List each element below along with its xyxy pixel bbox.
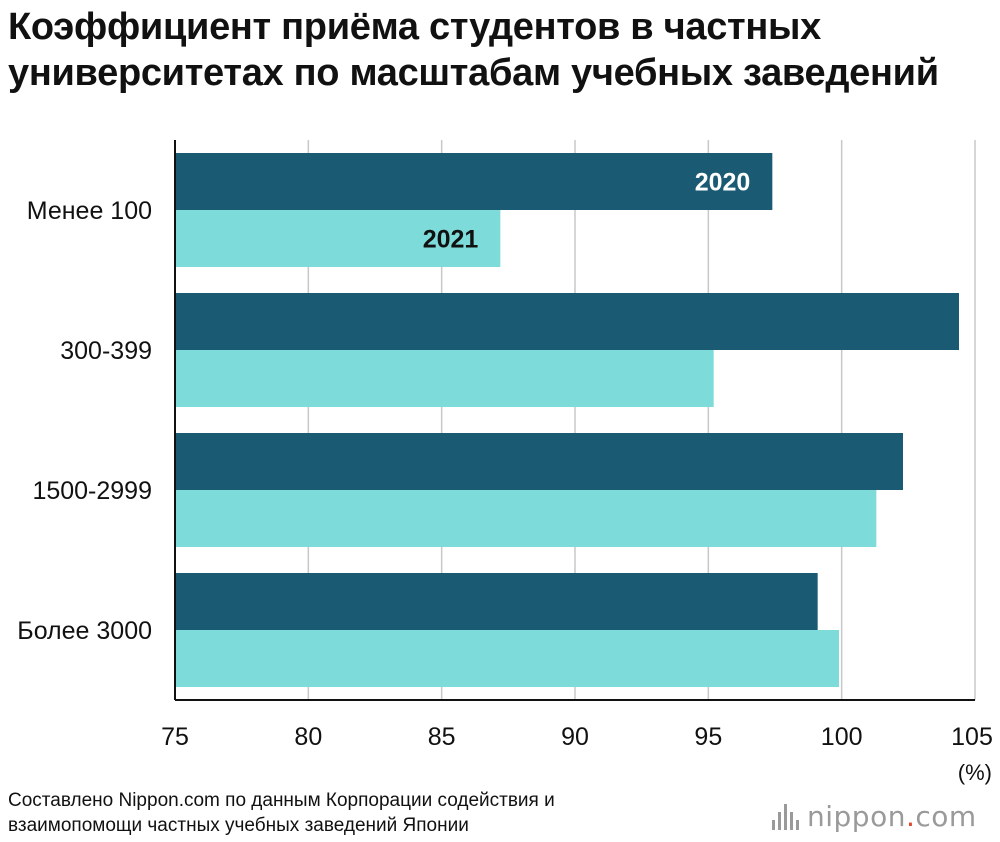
bar-2020-3 [175, 433, 903, 490]
bar-2020-2 [175, 293, 959, 350]
bar-2021-4 [175, 630, 839, 687]
x-tick-label-100: 100 [821, 723, 863, 751]
unit-label: (%) [958, 760, 992, 785]
bar-2021-1 [175, 210, 501, 267]
series-label-2020: 2020 [695, 169, 751, 197]
bar-2020-1 [175, 153, 773, 210]
source-line-1: Составлено Nippon.com по данным Корпорац… [8, 790, 555, 811]
source-line-2: взаимопомощи частных учебных заведений Я… [8, 815, 469, 836]
x-tick-label-80: 80 [294, 723, 322, 751]
x-tick-label-85: 85 [428, 723, 456, 751]
x-tick-label-90: 90 [561, 723, 589, 751]
nippon-logo: nippon. com [772, 800, 977, 833]
chart-title-line-1: Коэффициент приёма студентов в частных [8, 6, 822, 48]
category-label-3: 1500-2999 [32, 477, 152, 505]
logo-name: nippon [807, 800, 906, 833]
logo-suffix: com [915, 800, 977, 833]
x-tick-label-105: 105 [951, 723, 993, 751]
bar-2020-4 [175, 573, 818, 630]
chart-title-line-2: университетах по масштабам учебных завед… [8, 52, 939, 94]
logo-dot: . [905, 800, 916, 833]
x-tick-label-95: 95 [694, 723, 722, 751]
category-label-1: Менее 100 [27, 197, 152, 225]
x-tick-label-75: 75 [161, 723, 189, 751]
category-label-4: Более 3000 [17, 617, 152, 645]
bar-2021-2 [175, 350, 714, 407]
series-label-2021: 2021 [423, 226, 479, 254]
category-label-2: 300-399 [60, 337, 152, 365]
chart-title: Коэффициент приёма студентов в частных у… [8, 4, 998, 96]
nippon-logo-icon [772, 803, 799, 830]
bar-2021-3 [175, 490, 877, 547]
source-note: Составлено Nippon.com по данным Корпорац… [8, 788, 555, 838]
